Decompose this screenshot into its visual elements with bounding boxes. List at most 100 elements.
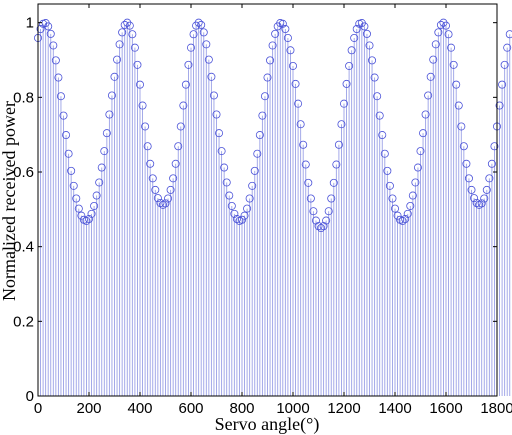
stem-marker [225, 191, 234, 200]
stem-marker [304, 178, 313, 187]
stem-marker [67, 166, 76, 175]
stem-marker [334, 140, 343, 149]
stem-marker [350, 33, 359, 42]
stem-marker [299, 140, 308, 149]
stem-marker [186, 43, 195, 52]
stem-marker [362, 29, 371, 38]
stem-marker [166, 185, 175, 194]
stem-marker [470, 194, 479, 203]
x-tick-label: 1400 [378, 400, 411, 417]
stem-marker [373, 92, 382, 101]
stem-marker [278, 19, 287, 28]
stem-marker [222, 178, 231, 187]
stem-marker [401, 215, 410, 224]
stem-marker [49, 41, 58, 50]
stem-marker [243, 204, 252, 213]
stem-marker [258, 111, 267, 120]
y-tick-label: 0.6 [13, 164, 34, 181]
stem-marker [370, 73, 379, 82]
stem-marker [457, 122, 466, 131]
x-tick-label: 600 [178, 400, 203, 417]
stem-marker [296, 120, 305, 129]
stem-marker [72, 194, 81, 203]
stem-marker [324, 207, 333, 216]
stem-marker [51, 56, 60, 65]
stem-marker [54, 73, 63, 82]
stem-marker [380, 149, 389, 158]
stem-marker [204, 55, 213, 64]
stem-marker [64, 149, 73, 158]
stem-marker [398, 216, 407, 225]
y-tick-labels: 0 0.2 0.4 0.6 0.8 1 [13, 15, 34, 405]
stem-marker [467, 185, 476, 194]
stem-marker [503, 43, 512, 52]
stem-marker [237, 215, 246, 224]
stem-marker [184, 60, 193, 69]
stem-marker [230, 209, 239, 218]
stem-marker [197, 20, 206, 29]
stem-marker [431, 40, 440, 49]
stem-marker [441, 21, 450, 30]
marker-series [34, 18, 512, 232]
stem-marker [385, 181, 394, 190]
stem-marker [444, 30, 453, 39]
axes [37, 3, 498, 397]
stem-marker [69, 181, 78, 190]
stem-marker [220, 163, 229, 172]
stem-marker [329, 178, 338, 187]
stem-marker [245, 194, 254, 203]
stem-marker [283, 33, 292, 42]
stem-marker [123, 18, 132, 27]
stem-marker [102, 129, 111, 138]
stem-marker [485, 174, 494, 183]
stem-marker [301, 160, 310, 169]
stem-marker [271, 29, 280, 38]
stem-marker [212, 110, 221, 119]
stem-marker [215, 129, 224, 138]
stem-marker [309, 207, 318, 216]
stem-marker [44, 22, 53, 31]
stem-marker [107, 91, 116, 100]
stem-marker [500, 60, 509, 69]
stem-marker [388, 194, 397, 203]
stem-marker [227, 201, 236, 210]
stem-marker [480, 194, 489, 203]
y-axis-title: Normalized received power [0, 101, 19, 301]
x-tick-labels: 0 200 400 600 800 1000 1200 1400 1600 1800 [34, 400, 512, 417]
stem-marker [375, 111, 384, 120]
stem-marker [110, 72, 119, 81]
y-tick-label: 1 [26, 15, 34, 32]
stem-series [37, 22, 511, 396]
stem-marker [85, 215, 94, 224]
stem-marker [59, 111, 68, 120]
stem-marker [128, 30, 137, 39]
stem-marker [294, 99, 303, 108]
stem-marker [426, 72, 435, 81]
stem-marker [487, 159, 496, 168]
stem-marker [62, 131, 71, 140]
stem-marker [156, 198, 165, 207]
y-tick-label: 0.2 [13, 313, 34, 330]
stem-marker [125, 21, 134, 30]
stem-marker [176, 122, 185, 131]
stem-marker [413, 163, 422, 172]
stem-marker [490, 142, 499, 151]
stem-marker [158, 200, 167, 209]
stem-marker [268, 41, 277, 50]
stem-marker [90, 201, 99, 210]
stem-marker [248, 181, 257, 190]
stem-marker [360, 22, 369, 31]
stem-marker [368, 56, 377, 65]
stem-marker [192, 21, 201, 30]
stem-marker [475, 200, 484, 209]
stem-marker [347, 46, 356, 55]
x-tick-label: 1200 [327, 400, 360, 417]
stem-marker [141, 122, 150, 131]
stem-marker [286, 46, 295, 55]
stem-marker [319, 222, 328, 231]
stem-marker [143, 142, 152, 151]
stem-marker [133, 60, 142, 69]
stem-marker [434, 28, 443, 37]
